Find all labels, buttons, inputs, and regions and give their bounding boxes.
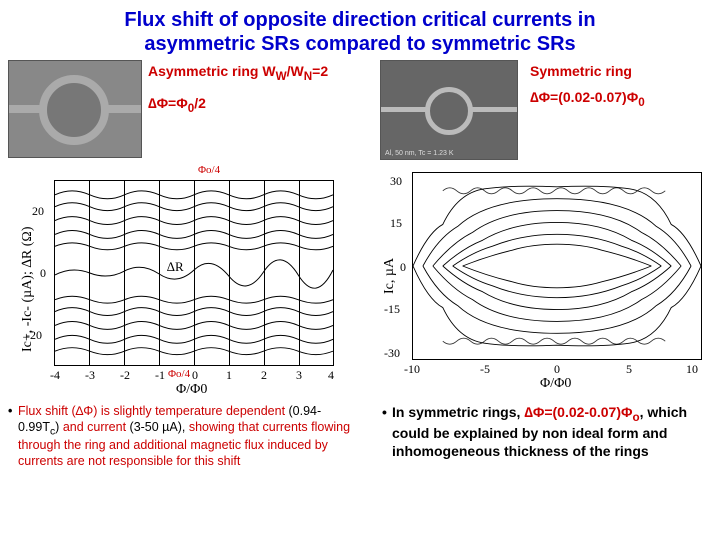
slide-title: Flux shift of opposite direction critica…: [0, 0, 720, 60]
chart-asymmetric: Φo/4 Ic+, -Ic- (µA); ∆R (Ω): [8, 164, 348, 394]
xlabel-left: Φ/Φ0: [176, 382, 207, 398]
asym-labels: Asymmetric ring WW/WN=2 ∆Φ=Φ0/2: [148, 60, 328, 119]
sym-labels: Symmetric ring ∆Φ=(0.02-0.07)Φ0: [530, 60, 645, 113]
phi-bot-anno: Φo/4: [168, 368, 190, 380]
sem-image-symmetric: Al, 50 nm, Tc = 1.23 K: [380, 60, 518, 160]
dr-anno: ∆R: [167, 259, 184, 275]
ylabel-right: Ic, µA: [382, 258, 398, 294]
al-caption: Al, 50 nm, Tc = 1.23 K: [385, 150, 454, 157]
bullet-symmetric: • In symmetric rings, ∆Φ=(0.02-0.07)Φo, …: [368, 394, 712, 460]
bullet-asymmetric: • Flux shift (∆Φ) is slightly temperatur…: [8, 394, 368, 469]
chart-symmetric: Ic, µA: [368, 164, 708, 394]
sem-image-asymmetric: [8, 60, 142, 158]
xlabel-right: Φ/Φ0: [540, 376, 571, 392]
phi-top-anno: Φo/4: [198, 164, 220, 176]
